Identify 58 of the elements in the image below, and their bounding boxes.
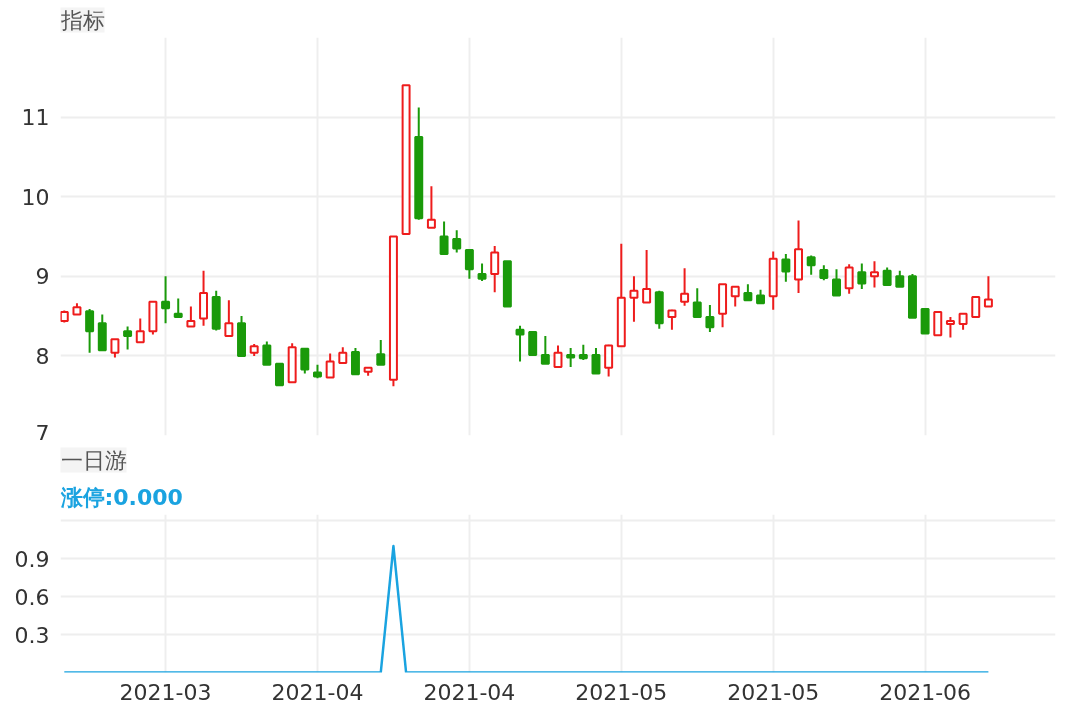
x-tick-label: 2021-04: [271, 679, 364, 705]
x-tick-label: 2021-05: [727, 679, 820, 705]
candlestick: [844, 263, 854, 295]
y-tick-label: 0.9: [14, 546, 50, 572]
candlestick: [540, 335, 550, 365]
candlestick: [515, 324, 525, 363]
candlestick: [262, 340, 272, 366]
candlestick: [275, 362, 284, 387]
candlestick: [173, 297, 183, 319]
candlestick: [452, 229, 462, 254]
candlestick: [490, 245, 500, 294]
candlestick: [439, 220, 449, 256]
candlestick: [186, 305, 196, 328]
y-tick-label: 10: [21, 184, 50, 210]
candlestick: [325, 352, 335, 379]
y-tick-label: 11: [21, 105, 50, 131]
candlestick: [135, 317, 145, 344]
x-tick-label: 2021-05: [575, 679, 668, 705]
candlestick: [983, 275, 993, 308]
candlestick: [705, 303, 715, 334]
candlestick: [933, 311, 943, 337]
x-tick-label: 2021-06: [879, 679, 972, 705]
candlestick: [300, 347, 310, 375]
x-tick-label: 2021-03: [119, 679, 212, 705]
y-tick-label: 7: [35, 420, 50, 446]
y-tick-label: 8: [35, 343, 50, 369]
candlestick: [604, 343, 614, 378]
candlestick: [528, 331, 538, 357]
candlestick: [426, 185, 436, 229]
candlestick: [85, 307, 95, 354]
candlestick: [629, 275, 639, 323]
candlestick: [781, 253, 791, 283]
candlestick: [692, 287, 702, 318]
candlestick: [642, 249, 652, 304]
candlestick: [376, 338, 386, 366]
candlestick: [110, 338, 120, 359]
candlestick: [971, 296, 981, 318]
candlestick: [161, 275, 171, 325]
candlestick: [350, 346, 360, 376]
chart-title: 指标: [59, 7, 105, 33]
candlestick: [566, 346, 576, 369]
y-tick-label: 0.3: [14, 622, 50, 648]
x-tick-label: 2021-04: [423, 679, 516, 705]
candlestick: [591, 346, 601, 375]
candlestick: [857, 262, 867, 291]
y-tick-label: 9: [35, 264, 50, 290]
chart-subtitle: 涨停:0.000: [59, 484, 183, 510]
chart-title: 一日游: [60, 447, 127, 473]
candlestick: [832, 268, 841, 297]
candlestick: [869, 260, 879, 289]
candlestick: [553, 344, 563, 369]
candlestick: [224, 299, 234, 337]
candlestick: [123, 325, 133, 351]
candlestick: [945, 315, 955, 339]
candlestick: [464, 249, 474, 280]
candlestick: [730, 285, 740, 308]
candlestick: [680, 267, 690, 307]
y-tick-label: 0.6: [14, 584, 50, 610]
